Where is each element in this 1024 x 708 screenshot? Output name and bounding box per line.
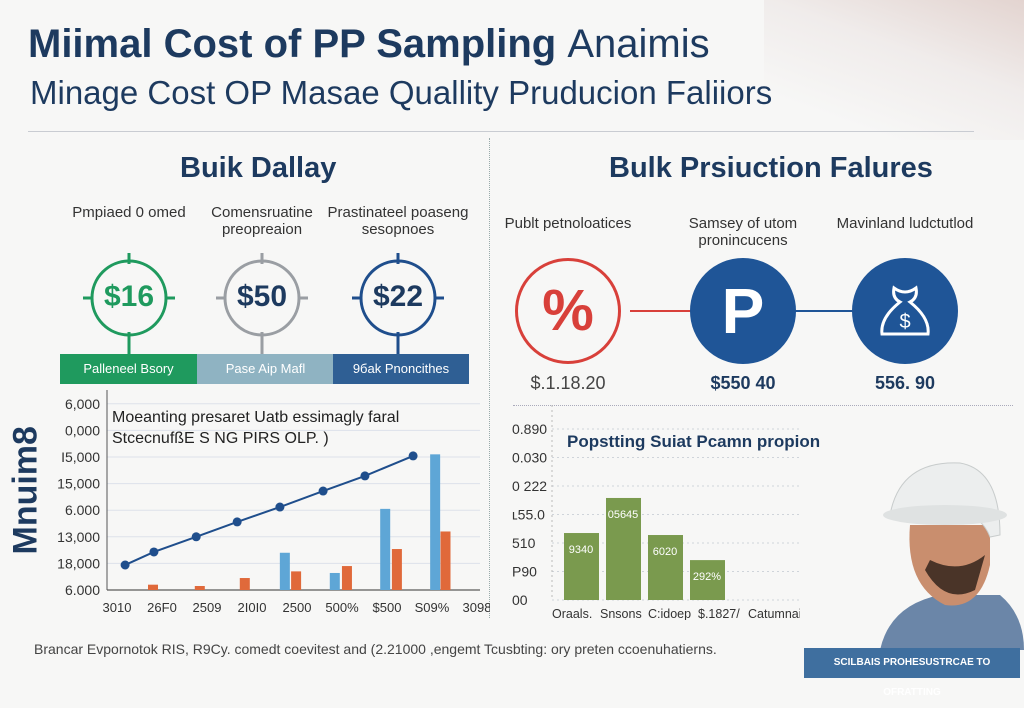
line-point — [408, 451, 418, 461]
target-icon — [216, 253, 308, 358]
right-bar-chart: 00 P90 510 ʟ55.0 0 222 0.030 0.890 9340 05645 602… — [512, 405, 800, 620]
x-tick-label: 500% — [325, 600, 359, 615]
p-letter-icon: P — [690, 258, 796, 364]
y-tick-label: P90 — [512, 564, 537, 580]
y-axis-label: Mnuim8 — [6, 426, 45, 555]
percent-icon: % — [515, 258, 621, 364]
failure-item-label: Mavinland ludctutlod — [836, 215, 974, 232]
left-combo-chart: 6.000 18,000 13,000 6.000 15,000 I5,000 0,000 6… — [57, 390, 490, 615]
bar-data-label: 9340 — [569, 544, 593, 556]
y-tick-label: 510 — [512, 535, 536, 551]
bar-data-label: 292% — [693, 571, 721, 583]
y-tick-label: 6,000 — [65, 396, 100, 412]
x-tick-label: 2500 — [283, 600, 312, 615]
bar-data-label: 6020 — [653, 546, 677, 558]
bar — [440, 531, 451, 590]
connector-line — [790, 310, 870, 312]
y-tick-label: ʟ55.0 — [512, 507, 545, 523]
cost-value: $22 — [372, 280, 424, 313]
cost-value: $16 — [103, 280, 155, 313]
cost-band: Palleneel Bsory — [60, 354, 197, 384]
x-tick-label: S09% — [415, 600, 450, 615]
cost-band: Pase Aip Mafl — [197, 354, 334, 384]
y-tick-label: 15,000 — [57, 476, 100, 492]
bar — [606, 497, 641, 600]
x-tick-label: 26F0 — [147, 600, 177, 615]
failure-item-label: Publt petnoloatices — [504, 215, 632, 232]
bar — [391, 549, 402, 590]
cost-band: 9бak Pnoncithes — [333, 354, 469, 384]
bar — [329, 572, 340, 590]
failure-amount: $.1.18.20 — [530, 373, 606, 393]
worker-photo — [880, 462, 1024, 650]
line-point — [232, 517, 242, 527]
bar — [194, 586, 205, 590]
background-decoration — [764, 0, 1024, 140]
footer-badge: SCILBAIS PROHESUSTRCAE TO OFRATTING — [804, 648, 1020, 698]
bar — [690, 560, 725, 600]
bar — [380, 508, 391, 590]
divider — [489, 138, 490, 618]
y-tick-label: 0,000 — [65, 422, 100, 438]
bar — [341, 566, 352, 590]
page-subtitle: Minage Cost OP Masae Quallity Pruducion … — [30, 74, 773, 111]
divider — [513, 405, 1013, 406]
cost-item-label: Prastinateel poaseng sesopnoes — [327, 204, 469, 238]
line-point — [149, 547, 159, 557]
y-tick-label: 13,000 — [57, 529, 100, 545]
x-tick-label: 2I0I0 — [238, 600, 267, 615]
y-tick-label: 0 222 — [512, 478, 547, 494]
cost-item-label: Pmpiaed 0 omed — [72, 204, 186, 221]
line-point — [120, 560, 130, 570]
right-section-title: Bulk Prsiuction Falures — [609, 152, 933, 184]
bar — [430, 454, 441, 590]
x-tick-label: $.1827/ — [698, 607, 740, 620]
bar — [148, 584, 158, 590]
page-title: Miimal Cost of PP Sampling Anaimis — [28, 22, 710, 66]
y-tick-label: I5,000 — [61, 449, 100, 465]
bar — [291, 571, 302, 590]
x-tick-label: 2509 — [193, 600, 222, 615]
y-tick-label: 18,000 — [57, 555, 100, 571]
footer-note: Brancar Evpornotok RIS, R9Cy. comedt coe… — [34, 641, 717, 657]
x-tick-label: Catumnains — [748, 607, 800, 620]
y-tick-label: 00 — [512, 592, 528, 608]
y-tick-label: 6.000 — [65, 502, 100, 518]
bar — [564, 533, 599, 600]
bar — [239, 578, 250, 590]
failure-item-label: Samsey of utom pronincucens — [688, 215, 798, 249]
left-section-title: Buik Dallay — [180, 152, 337, 184]
chart-subtitle: StcecnufßE S NG PIRS OLP. ) — [112, 430, 329, 447]
target-icon — [83, 253, 175, 358]
x-tick-label: Snsons — [600, 607, 642, 620]
x-tick-label: 3010 — [103, 600, 132, 615]
line-point — [191, 532, 201, 542]
x-tick-label: Oraals. — [552, 607, 592, 620]
money-bag-icon: $ — [852, 258, 958, 364]
y-tick-label: 0.030 — [512, 450, 547, 466]
line-point — [360, 471, 370, 481]
y-tick-label: 0.890 — [512, 421, 547, 437]
x-tick-label: C:idoep — [648, 607, 691, 620]
cost-value: $50 — [236, 280, 288, 313]
failure-amount: 556. 90 — [874, 373, 936, 393]
chart-title: Moeanting presaret Uatb essimagly faral — [112, 409, 400, 426]
bar-data-label: 05645 — [608, 509, 639, 521]
target-icon — [352, 253, 444, 358]
x-tick-label: $500 — [373, 600, 402, 615]
line-series — [124, 455, 414, 566]
bar — [279, 552, 290, 590]
divider — [28, 131, 974, 132]
line-point — [275, 502, 285, 512]
bar — [648, 535, 683, 600]
failure-amount: $550 40 — [710, 373, 776, 393]
line-point — [318, 486, 328, 496]
x-tick-label: 3098 — [463, 600, 490, 615]
svg-text:$: $ — [899, 311, 910, 333]
y-tick-label: 6.000 — [65, 582, 100, 598]
chart-title: Popstting Suiat Pcamn propion — [567, 432, 821, 451]
cost-item-label: Comensruatine preopreaion — [211, 204, 313, 238]
